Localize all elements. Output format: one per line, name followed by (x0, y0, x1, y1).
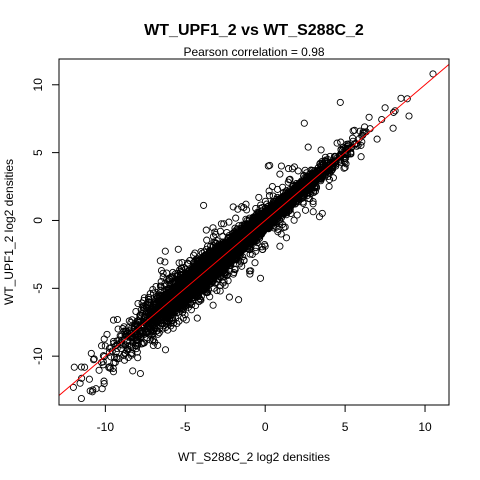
data-point (174, 245, 182, 253)
data-point (238, 262, 246, 270)
data-point (159, 269, 167, 277)
data-point (136, 369, 144, 378)
data-point (136, 334, 144, 342)
data-point (266, 161, 274, 169)
data-point (391, 107, 399, 115)
data-point (109, 316, 118, 324)
data-point (301, 206, 310, 214)
chart-subtitle: Pearson correlation = 0.98 (183, 45, 324, 59)
data-point (257, 201, 265, 209)
data-point (105, 344, 114, 352)
data-point (225, 218, 233, 226)
data-point (161, 247, 169, 255)
data-point (294, 167, 302, 175)
data-point (87, 349, 95, 357)
data-point (193, 314, 201, 322)
data-point (309, 200, 317, 208)
data-point (209, 301, 217, 309)
data-point (95, 366, 103, 374)
data-point (276, 170, 284, 178)
data-point (197, 296, 205, 304)
data-point (268, 182, 276, 191)
data-point (70, 363, 78, 371)
data-point (225, 293, 233, 301)
data-point (338, 146, 346, 155)
data-point (209, 224, 217, 232)
data-point (337, 159, 345, 167)
chart-title: WT_UPF1_2 vs WT_S288C_2 (144, 22, 364, 39)
data-point (235, 296, 243, 304)
data-point (290, 216, 298, 224)
data-point (300, 119, 308, 127)
data-point (175, 259, 183, 267)
data-point (105, 364, 113, 372)
data-point (256, 274, 265, 282)
data-point (120, 323, 128, 331)
data-point (182, 316, 190, 324)
data-point (329, 174, 337, 182)
data-point (309, 208, 317, 216)
data-point (113, 315, 122, 324)
data-point (152, 282, 160, 291)
data-point (232, 214, 240, 222)
data-point (355, 135, 363, 143)
data-point (216, 287, 224, 295)
data-point (220, 220, 228, 228)
data-point (149, 341, 157, 350)
data-point (246, 270, 254, 278)
data-point (143, 306, 151, 315)
data-point (132, 307, 140, 316)
data-point (349, 137, 357, 145)
data-point (390, 108, 398, 116)
data-point (181, 311, 189, 319)
data-point (265, 187, 273, 195)
data-point (318, 173, 326, 182)
data-point (280, 223, 288, 232)
data-point (140, 339, 148, 347)
data-point (113, 340, 122, 348)
data-point (98, 342, 106, 350)
data-point (156, 257, 164, 265)
data-point (265, 192, 274, 200)
data-point (76, 379, 84, 387)
data-point (110, 359, 118, 367)
data-point (100, 377, 108, 385)
data-point (247, 267, 255, 275)
data-point (105, 348, 113, 356)
data-point (217, 220, 225, 228)
data-point (277, 162, 285, 170)
data-point (110, 339, 118, 347)
data-point (341, 158, 349, 166)
data-point (109, 368, 118, 376)
data-point (231, 265, 239, 273)
data-point (207, 242, 215, 250)
data-point (134, 354, 142, 362)
data-point (138, 340, 146, 348)
data-point (284, 165, 293, 173)
data-point (81, 363, 89, 371)
data-point (278, 220, 287, 228)
data-point (161, 258, 169, 266)
data-point (161, 346, 170, 354)
data-point (251, 259, 259, 267)
data-point (282, 234, 291, 242)
